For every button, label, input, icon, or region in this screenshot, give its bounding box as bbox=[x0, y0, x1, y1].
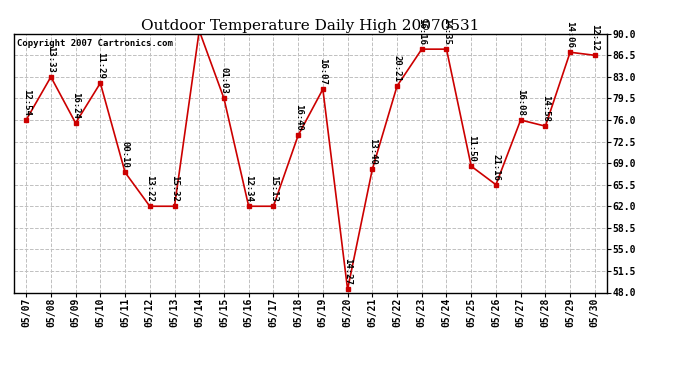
Text: 12:54: 12:54 bbox=[21, 89, 30, 116]
Text: 13:33: 13:33 bbox=[46, 46, 55, 73]
Text: 14:35: 14:35 bbox=[442, 18, 451, 45]
Text: 16:40: 16:40 bbox=[294, 104, 303, 131]
Title: Outdoor Temperature Daily High 20070531: Outdoor Temperature Daily High 20070531 bbox=[141, 19, 480, 33]
Text: 12:12: 12:12 bbox=[591, 24, 600, 51]
Text: 16:24: 16:24 bbox=[71, 92, 80, 119]
Text: 20:21: 20:21 bbox=[393, 55, 402, 82]
Text: Copyright 2007 Cartronics.com: Copyright 2007 Cartronics.com bbox=[17, 39, 172, 48]
Text: 11:50: 11:50 bbox=[466, 135, 475, 162]
Text: 16:07: 16:07 bbox=[318, 58, 327, 85]
Text: 13:22: 13:22 bbox=[146, 175, 155, 202]
Text: 13:40: 13:40 bbox=[368, 138, 377, 165]
Text: 16:16: 16:16 bbox=[417, 18, 426, 45]
Text: 00:10: 00:10 bbox=[121, 141, 130, 168]
Text: 11:29: 11:29 bbox=[96, 52, 105, 79]
Text: 14:06: 14:06 bbox=[566, 21, 575, 48]
Text: 14:27: 14:27 bbox=[343, 258, 352, 285]
Text: 16:08: 16:08 bbox=[516, 89, 525, 116]
Text: 16:13: 16:13 bbox=[0, 374, 1, 375]
Text: 01:03: 01:03 bbox=[219, 68, 228, 94]
Text: 14:58: 14:58 bbox=[541, 95, 550, 122]
Text: 21:16: 21:16 bbox=[491, 154, 500, 180]
Text: 15:32: 15:32 bbox=[170, 175, 179, 202]
Text: 12:34: 12:34 bbox=[244, 175, 253, 202]
Text: 15:13: 15:13 bbox=[269, 175, 278, 202]
